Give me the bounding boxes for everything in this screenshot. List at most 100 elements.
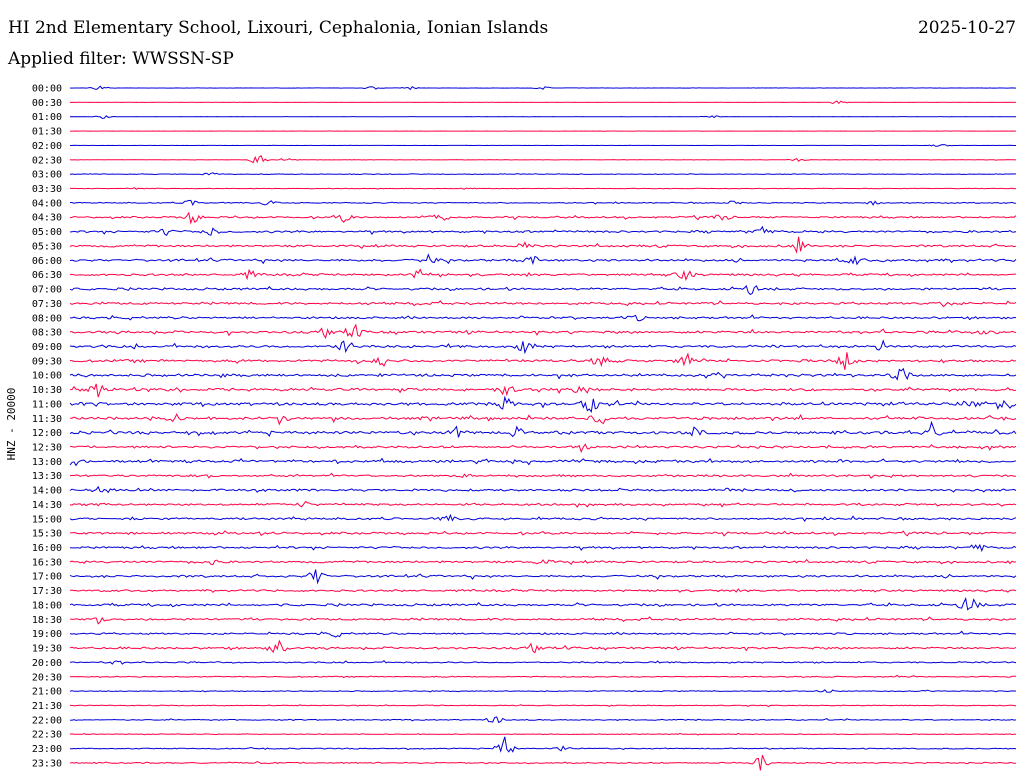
trace-line — [69, 420, 1017, 438]
row-time-label: 13:30 — [32, 471, 62, 482]
trace-line — [69, 660, 1017, 665]
row-time-label: 00:30 — [32, 98, 62, 109]
row-time-label: 10:00 — [32, 371, 62, 382]
row-time-label: 07:30 — [32, 299, 62, 310]
row-time-label: 23:00 — [32, 744, 62, 755]
row-time-label: 14:00 — [32, 486, 62, 497]
trace-line — [69, 268, 1017, 282]
trace-line — [69, 500, 1017, 508]
trace-line — [69, 732, 1016, 736]
trace-line — [70, 704, 1017, 708]
trace-line — [69, 716, 1017, 724]
row-time-label: 14:30 — [32, 500, 62, 511]
y-axis-label: HNZ - 20000 — [5, 388, 18, 461]
row-time-label: 05:30 — [32, 241, 62, 252]
trace-line — [69, 352, 1017, 370]
trace-line — [70, 144, 1016, 147]
trace-line — [69, 597, 1017, 611]
row-time-label: 10:30 — [32, 385, 62, 396]
row-time-label: 22:30 — [32, 730, 62, 741]
trace-line — [69, 639, 1017, 654]
trace-line — [69, 395, 1017, 414]
row-time-label: 04:30 — [32, 213, 62, 224]
trace-line — [69, 674, 1016, 679]
trace-line — [69, 115, 1016, 119]
row-time-label: 15:00 — [32, 514, 62, 525]
row-time-label: 18:00 — [32, 600, 62, 611]
trace-line — [69, 485, 1017, 494]
row-time-label: 18:30 — [32, 615, 62, 626]
trace-line — [69, 300, 1017, 308]
row-time-label: 07:00 — [32, 285, 62, 296]
trace-line — [69, 543, 1017, 553]
row-time-label: 12:30 — [32, 443, 62, 454]
trace-line — [69, 236, 1017, 254]
trace-line — [69, 413, 1017, 426]
record-date: 2025-10-27 — [917, 18, 1016, 38]
row-time-label: 01:30 — [32, 127, 62, 138]
row-time-label: 02:30 — [32, 155, 62, 166]
row-time-label: 17:30 — [32, 586, 62, 597]
trace-line — [69, 755, 1016, 771]
row-time-label: 01:00 — [32, 112, 62, 123]
row-time-label: 11:30 — [32, 414, 62, 425]
trace-line — [69, 558, 1017, 566]
trace-line — [69, 285, 1017, 296]
trace-line — [69, 323, 1017, 340]
trace-line — [69, 187, 1017, 190]
trace-line — [69, 383, 1017, 398]
trace-line — [69, 569, 1017, 585]
trace-line — [69, 339, 1017, 355]
row-time-label: 08:00 — [32, 313, 62, 324]
trace-line — [69, 100, 1017, 105]
row-time-label: 13:00 — [32, 457, 62, 468]
trace-line — [69, 457, 1017, 467]
trace-line — [70, 530, 1017, 537]
row-time-label: 03:30 — [32, 184, 62, 195]
row-time-label: 19:30 — [32, 644, 62, 655]
row-time-label: 19:00 — [32, 629, 62, 640]
row-time-label: 03:00 — [32, 170, 62, 181]
row-time-label: 16:30 — [32, 557, 62, 568]
row-time-label: 05:00 — [32, 227, 62, 238]
trace-line — [69, 630, 1017, 638]
trace-line — [69, 253, 1017, 266]
row-time-label: 06:00 — [32, 256, 62, 267]
trace-line — [69, 736, 1017, 753]
filter-label: Applied filter: WWSSN-SP — [8, 49, 234, 69]
trace-line — [69, 85, 1017, 91]
row-time-label: 12:00 — [32, 428, 62, 439]
row-time-label: 22:00 — [32, 715, 62, 726]
row-time-label: 16:00 — [32, 543, 62, 554]
trace-line — [69, 689, 1016, 693]
row-time-label: 21:30 — [32, 701, 62, 712]
station-title: HI 2nd Elementary School, Lixouri, Cepha… — [8, 18, 549, 38]
trace-line — [69, 443, 1017, 454]
row-time-label: 15:30 — [32, 529, 62, 540]
row-time-label: 02:00 — [32, 141, 62, 152]
row-time-label: 04:00 — [32, 198, 62, 209]
trace-line — [69, 199, 1017, 207]
row-time-label: 08:30 — [32, 328, 62, 339]
row-time-label: 21:00 — [32, 687, 62, 698]
row-time-label: 06:30 — [32, 270, 62, 281]
trace-line — [69, 314, 1017, 322]
trace-line — [69, 172, 1017, 176]
row-time-label: 20:30 — [32, 672, 62, 683]
trace-line — [69, 155, 1017, 164]
row-time-label: 09:30 — [32, 356, 62, 367]
trace-line — [69, 211, 1017, 225]
trace-line — [69, 588, 1017, 593]
trace-line — [69, 472, 1016, 479]
row-time-label: 11:00 — [32, 399, 62, 410]
trace-line — [69, 225, 1017, 237]
row-time-label: 20:00 — [32, 658, 62, 669]
row-time-label: 23:30 — [32, 758, 62, 769]
trace-line — [69, 616, 1017, 625]
trace-line — [69, 513, 1017, 522]
row-time-label: 00:00 — [32, 84, 62, 95]
trace-line — [69, 367, 1017, 381]
row-time-label: 09:00 — [32, 342, 62, 353]
row-time-label: 17:00 — [32, 572, 62, 583]
